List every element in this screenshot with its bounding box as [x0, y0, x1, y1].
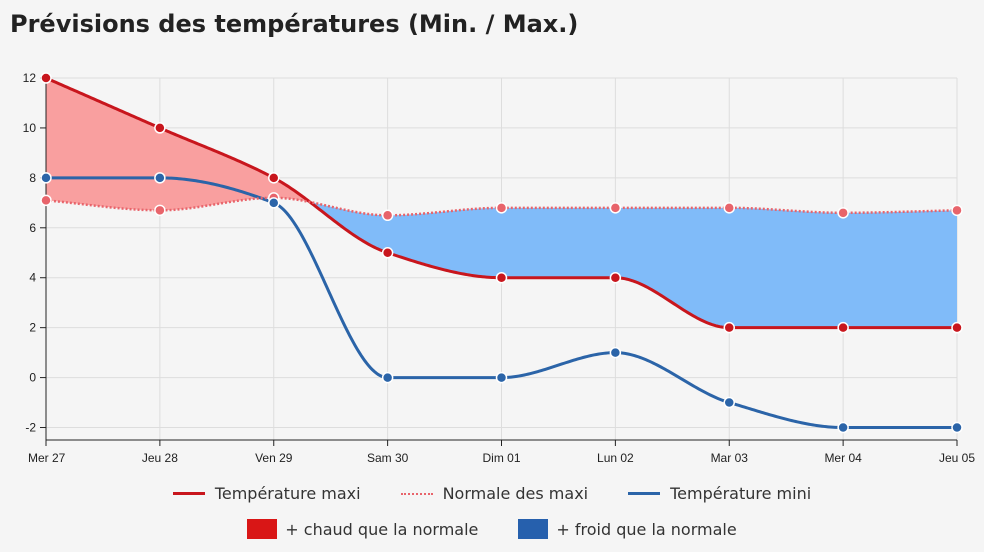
data-point-max: [951, 321, 963, 334]
data-point-normal: [495, 202, 508, 214]
series-points: [40, 72, 963, 434]
data-point-min: [40, 172, 52, 184]
legend-label-min: Température mini: [670, 484, 812, 503]
data-point-min: [268, 197, 280, 209]
data-point-normal: [40, 194, 52, 207]
legend-label-warm: + chaud que la normale: [285, 519, 479, 539]
legend-item-cold[interactable]: + froid que la normale: [518, 519, 737, 539]
x-tick-label: Mar 03: [711, 451, 749, 465]
data-point-min: [495, 371, 508, 384]
y-tick-label: 10: [23, 121, 37, 135]
legend-box-warm-icon: [247, 519, 278, 539]
warm-area: [46, 78, 312, 211]
data-point-max: [268, 172, 280, 184]
legend-line-max-icon: [172, 492, 205, 495]
data-point-min: [381, 371, 394, 384]
legend-label-cold: + froid que la normale: [556, 519, 737, 539]
page-title: Prévisions des températures (Min. / Max.…: [10, 10, 579, 38]
data-point-min: [837, 421, 849, 434]
x-tick-label: Mer 04: [824, 451, 862, 465]
x-tick-label: Sam 30: [367, 451, 409, 465]
data-point-min: [951, 421, 963, 434]
data-point-min: [609, 346, 622, 359]
x-tick-label: Lun 02: [597, 451, 634, 465]
series-line-normal: [45, 196, 958, 217]
y-tick-label: -2: [25, 421, 36, 435]
x-tick-label: Dim 01: [482, 451, 520, 465]
data-point-normal: [154, 204, 166, 217]
data-point-normal: [951, 204, 963, 217]
legend-item-warm[interactable]: + chaud que la normale: [247, 519, 478, 539]
legend-label-normal: Normale des maxi: [442, 484, 589, 503]
x-tick-label: Ven 29: [255, 451, 293, 465]
data-point-max: [40, 72, 52, 84]
legend-lines: Température maxi Normale des maxi Tempér…: [0, 484, 984, 503]
legend-line-normal-icon: [400, 492, 433, 495]
legend-box-cold-icon: [518, 519, 549, 539]
axes: -2 0 2 4 6 8 10 12 Mer 27 Jeu 28 Ven 29 Sam 30 Dim 0…: [23, 71, 976, 465]
y-tick-label: 0: [29, 371, 36, 385]
data-point-normal: [837, 207, 849, 219]
y-tick-label: 8: [29, 171, 36, 185]
data-point-normal: [381, 209, 394, 222]
data-point-min: [154, 172, 166, 184]
legend-label-max: Température maxi: [214, 484, 361, 503]
data-point-max: [381, 247, 394, 259]
legend-areas: + chaud que la normale + froid que la no…: [0, 519, 984, 539]
cold-area: [311, 202, 958, 328]
legend-item-min[interactable]: Température mini: [628, 484, 811, 503]
data-point-normal: [609, 202, 622, 214]
x-tick-label: Jeu 28: [142, 451, 178, 465]
data-point-max: [154, 122, 166, 134]
x-tick-label: Mer 27: [28, 451, 66, 465]
legend-item-normal[interactable]: Normale des maxi: [400, 484, 589, 503]
data-point-max: [723, 321, 735, 334]
y-tick-label: 2: [29, 321, 36, 335]
data-point-normal: [723, 202, 735, 214]
y-tick-label: 4: [29, 271, 36, 285]
data-point-max: [495, 271, 508, 284]
x-tick-label: Jeu 05: [939, 451, 975, 465]
data-point-max: [609, 271, 622, 284]
data-point-max: [837, 321, 849, 334]
y-tick-label: 6: [29, 221, 36, 235]
y-tick-label: 12: [23, 71, 37, 85]
data-point-min: [723, 396, 735, 409]
legend-line-min-icon: [628, 492, 661, 495]
legend-item-max[interactable]: Température maxi: [172, 484, 361, 503]
